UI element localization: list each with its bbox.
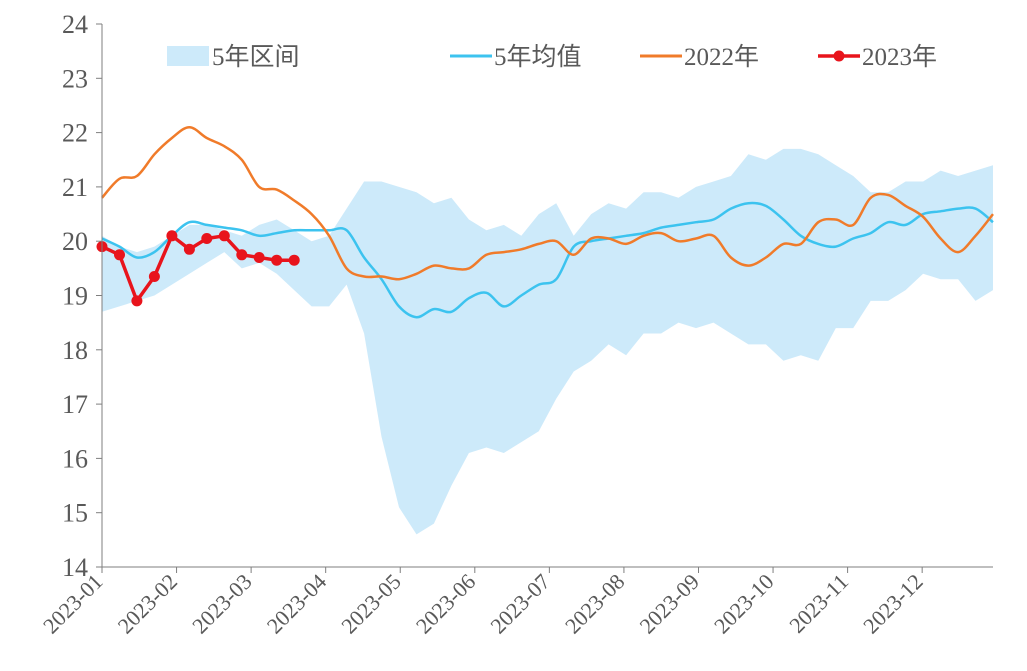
y-tick-label: 20 — [62, 227, 88, 256]
legend-2023-marker — [833, 50, 845, 62]
year-2023-point — [114, 249, 125, 261]
x-tick-label: 2023-06 — [411, 569, 481, 639]
y-tick-label: 15 — [62, 499, 88, 528]
five-year-range-band-layer — [102, 148, 993, 535]
y-tick-label: 23 — [62, 64, 88, 93]
year-2023-point — [183, 243, 195, 255]
year-2023-point — [148, 271, 160, 282]
five-year-average-line — [101, 201, 994, 319]
y-tick-label: 19 — [62, 282, 88, 311]
x-axis-ticks: 2023-01 2023-02 2023-03 2023-04 2023-05 2023-… — [38, 567, 928, 638]
series-lines-layer — [96, 125, 994, 319]
year-2023-point — [253, 252, 265, 263]
year-2023-point — [131, 295, 143, 307]
legend-2023-label: 2023年 — [862, 43, 937, 71]
y-tick-label: 16 — [62, 444, 88, 473]
legend-band-swatch — [167, 46, 209, 66]
x-tick-label: 2023-05 — [336, 569, 406, 639]
x-tick-label: 2023-03 — [187, 569, 257, 639]
x-tick-label: 2023-12 — [858, 569, 928, 639]
x-tick-label: 2023-10 — [709, 569, 779, 639]
y-tick-label: 24 — [62, 10, 88, 39]
y-tick-label: 18 — [62, 336, 88, 365]
legend: 5年区间 5年均值 2022年 2023年 — [167, 43, 937, 71]
x-tick-label: 2023-02 — [113, 569, 183, 639]
legend-avg-label: 5年均值 — [494, 43, 582, 71]
year-2023-point — [236, 249, 248, 261]
year-2023-point — [166, 230, 178, 242]
five-year-range-band — [102, 148, 993, 535]
x-tick-label: 2023-07 — [485, 569, 555, 639]
year-2023-point — [271, 254, 283, 266]
x-tick-label: 2023-04 — [262, 569, 332, 639]
year-2023-point — [201, 233, 213, 244]
y-tick-label: 21 — [62, 173, 88, 202]
legend-2022-label: 2022年 — [684, 43, 759, 71]
y-tick-label: 22 — [62, 119, 88, 148]
y-axis-ticks: 14 15 16 17 18 19 20 21 22 23 24 — [62, 10, 102, 582]
y-tick-label: 14 — [62, 553, 88, 582]
x-tick-label: 2023-09 — [634, 569, 704, 639]
y-tick-label: 17 — [62, 390, 88, 419]
year-2023-point — [218, 230, 230, 242]
x-tick-label: 2023-11 — [784, 569, 853, 638]
year-2022-line — [101, 125, 994, 281]
legend-band-label: 5年区间 — [212, 43, 300, 71]
year-2023-point — [288, 254, 300, 266]
x-tick-label: 2023-08 — [560, 569, 630, 639]
